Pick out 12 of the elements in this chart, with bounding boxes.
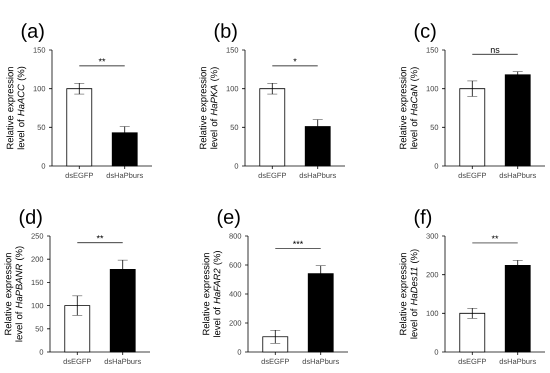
annotation: ** <box>96 235 104 238</box>
annotation: ns <box>490 48 500 53</box>
chart-title: (d) <box>20 209 42 228</box>
annotation: ** <box>98 58 106 62</box>
annotation: * <box>293 58 297 62</box>
chart-title: (b) <box>214 23 237 42</box>
chart-title: (c) <box>414 23 436 42</box>
chart-title: (f) <box>414 209 432 228</box>
chart-title: (e) <box>218 209 240 228</box>
annotation: *** <box>292 240 304 244</box>
annotation: ** <box>492 235 498 239</box>
chart-title: (a) <box>22 23 44 42</box>
